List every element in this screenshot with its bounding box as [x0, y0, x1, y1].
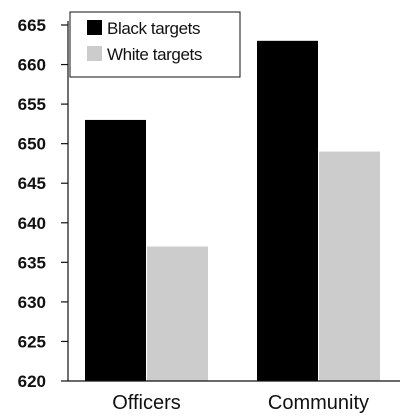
legend-label-black-targets: Black targets: [107, 19, 200, 38]
x-tick-label-officers: Officers: [112, 392, 181, 414]
y-tick-label-625: 625: [18, 332, 46, 351]
axes-layer: [61, 21, 400, 382]
bar-white-targets-officers: [147, 246, 208, 381]
y-tick-label-635: 635: [18, 253, 46, 272]
y-tick-label-650: 650: [18, 135, 46, 154]
labels-layer: Officers Community 620 625 630 635 640 645 650 65…: [18, 16, 369, 414]
bars-layer: [85, 40, 380, 381]
legend-swatch-white-targets: [87, 46, 102, 61]
legend-label-white-targets: White targets: [107, 45, 202, 64]
y-tick-label-645: 645: [18, 174, 46, 193]
y-tick-label-640: 640: [18, 214, 46, 233]
bar-black-targets-community: [257, 40, 318, 381]
y-tick-label-660: 660: [18, 56, 46, 75]
y-tick-label-655: 655: [18, 95, 46, 114]
y-tick-label-665: 665: [18, 16, 46, 35]
y-tick-label-620: 620: [18, 372, 46, 391]
x-tick-label-community: Community: [268, 392, 369, 414]
legend-swatch-black-targets: [87, 20, 102, 35]
chart-legend: Black targets White targets: [69, 11, 241, 78]
y-tick-label-630: 630: [18, 293, 46, 312]
bar-black-targets-officers: [85, 119, 146, 381]
bar-white-targets-community: [319, 151, 380, 381]
